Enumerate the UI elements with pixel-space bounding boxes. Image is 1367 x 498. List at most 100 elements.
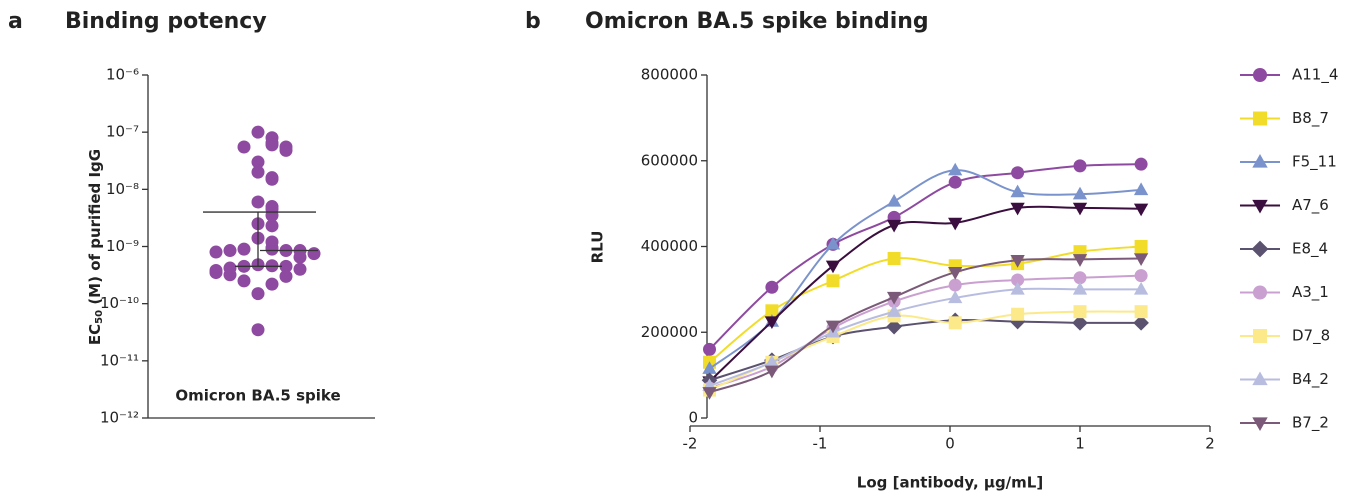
y-axis-label: RLU [589,231,607,264]
data-point [1072,202,1088,216]
data-point [1073,305,1087,319]
y-tick-label: 400000 [641,237,698,255]
legend-marker [1253,68,1267,82]
dot [265,219,279,233]
y-axis-label: EC50 (M) of purified IgG [86,149,106,345]
data-point [1072,315,1088,331]
legend-label: B8_7 [1292,109,1329,128]
data-point [886,304,902,317]
dot [209,266,223,280]
legend-marker [1252,199,1268,214]
data-point [826,274,840,288]
data-point [887,252,901,266]
dot [251,165,265,179]
data-point [948,175,962,189]
dot [237,242,251,256]
x-tick-label: 1 [1075,435,1085,453]
y-tick-label: 10⁻¹² [100,409,139,427]
dot [293,250,307,264]
legend-marker [1252,417,1268,432]
category-label: Omicron BA.5 spike [175,387,340,405]
data-point [1134,269,1148,283]
data-point [825,236,841,250]
y-label-sub: 50 [94,310,105,324]
y-tick-label: 800000 [641,66,698,84]
data-point [1134,305,1148,319]
data-point [948,217,963,231]
y-tick-label: 10⁻⁷ [106,123,139,141]
y-tick-label: 200000 [641,323,698,341]
data-point [1010,281,1025,295]
x-tick-label: 0 [945,435,955,453]
dot [265,277,279,291]
panel-letter: a [8,9,23,34]
legend-label: D7_8 [1292,327,1330,346]
y-label-rest: (M) of purified IgG [86,149,104,310]
data-point [1073,159,1087,173]
dot [279,259,293,273]
data-point [702,387,717,400]
data-point [765,280,779,294]
dot [265,172,279,186]
data-point [702,361,717,374]
data-point [1133,253,1149,266]
y-tick-label: 10⁻¹⁰ [100,294,139,312]
dot [307,247,321,261]
dot [251,155,265,169]
dot [293,262,307,276]
data-point [1010,255,1025,268]
data-point [1010,202,1025,216]
dot [251,125,265,139]
legend-label: E8_4 [1292,240,1328,259]
data-point [948,162,963,176]
data-point [948,278,962,292]
dot [209,245,223,259]
data-point [1133,315,1149,331]
data-point [1072,254,1088,267]
data-point [886,318,902,335]
panel-title: Binding potency [65,9,267,34]
data-point [1011,273,1025,287]
dot [223,244,237,258]
legend-marker [1253,111,1267,126]
data-point [1010,184,1025,198]
dot [279,269,293,283]
data-point [948,290,963,304]
legend-marker [1252,153,1268,168]
series-curve [708,169,1142,370]
data-point [886,219,902,233]
data-point [1134,157,1148,171]
dot [223,268,237,282]
dot [237,140,251,154]
y-tick-label: 10⁻⁸ [106,180,139,198]
data-point [1011,166,1025,180]
data-point [1133,182,1149,196]
data-point [703,342,716,356]
y-tick-label: 10⁻¹¹ [100,351,139,369]
data-point [886,291,902,305]
legend-marker [1251,240,1269,258]
legend-label: B4_2 [1292,370,1329,389]
dot [237,274,251,288]
data-point [764,316,780,330]
data-point [1072,186,1088,200]
data-point [765,304,779,318]
dot [251,195,265,209]
dot [265,242,279,256]
data-point [825,320,841,334]
y-tick-label: 0 [688,409,698,427]
x-axis-label: Log [antibody, µg/mL] [857,474,1043,492]
panel-letter: b [525,9,541,34]
dot [279,143,293,157]
legend-marker [1253,285,1267,300]
y-tick-label: 600000 [641,151,698,169]
panel-title: Omicron BA.5 spike binding [585,9,929,34]
data-point [948,316,962,330]
legend-label: A3_1 [1292,283,1329,302]
dot [251,323,265,337]
y-tick-label: 10⁻⁶ [106,66,139,84]
legend-label: F5_11 [1292,153,1337,172]
data-point [1133,281,1149,295]
legend-marker [1252,371,1268,386]
